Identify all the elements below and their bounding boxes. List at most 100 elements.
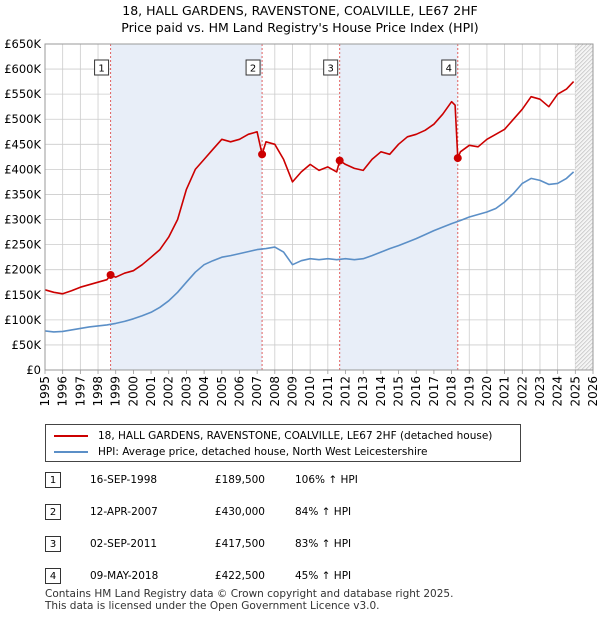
y-tick-label: £200K <box>4 263 41 277</box>
hatch-line <box>575 282 593 301</box>
legend-item-property: 18, HALL GARDENS, RAVENSTONE, COALVILLE,… <box>54 428 492 444</box>
hatch-line <box>575 122 593 141</box>
hatch-line <box>575 54 593 73</box>
hatch-line <box>575 130 593 149</box>
x-tick-label: 2014 <box>374 376 388 407</box>
hatch-line <box>575 70 593 89</box>
hatch-line <box>575 138 593 157</box>
hatch-line <box>575 150 593 169</box>
sale-row: 1 16-SEP-1998 £189,500 106% ↑ HPI <box>45 472 445 490</box>
hatch-line <box>575 78 593 97</box>
legend-label-hpi: HPI: Average price, detached house, Nort… <box>98 446 428 458</box>
sale-marker-label: 4 <box>446 64 452 75</box>
hatch-line <box>575 44 584 53</box>
sale-hpi-change: 106% ↑ HPI <box>295 474 358 486</box>
sale-point <box>258 150 267 159</box>
sale-date: 09-MAY-2018 <box>90 570 159 582</box>
sale-number-badge: 4 <box>45 568 61 584</box>
sale-date: 16-SEP-1998 <box>90 474 158 486</box>
y-tick-label: £150K <box>4 288 41 302</box>
hatch-line <box>575 50 593 69</box>
x-tick-label: 1998 <box>91 376 105 407</box>
legend: 18, HALL GARDENS, RAVENSTONE, COALVILLE,… <box>45 424 521 462</box>
x-tick-label: 2005 <box>215 376 229 407</box>
legend-swatch-hpi <box>54 451 88 453</box>
x-tick-label: 2020 <box>480 376 494 407</box>
hatch-line <box>575 338 593 357</box>
hatch-line <box>575 334 593 353</box>
sale-row: 2 12-APR-2007 £430,000 84% ↑ HPI <box>45 504 445 522</box>
legend-label-property: 18, HALL GARDENS, RAVENSTONE, COALVILLE,… <box>98 430 493 442</box>
hatch-line <box>575 242 593 261</box>
hatch-line <box>575 218 593 237</box>
y-tick-label: £100K <box>4 313 41 327</box>
hatch-line <box>575 110 593 129</box>
x-tick-label: 2016 <box>409 376 423 407</box>
hatch-line <box>575 214 593 233</box>
hatch-line <box>575 94 593 113</box>
hatch-line <box>575 74 593 93</box>
sale-date: 12-APR-2007 <box>90 506 158 518</box>
x-tick-label: 2022 <box>515 376 529 407</box>
x-axis-ticks: 1995 1996 1997 1998 1999 2000 2001 2002 2003 2004… <box>38 370 600 407</box>
x-tick-label: 1996 <box>56 376 70 407</box>
x-tick-label: 2000 <box>126 376 140 407</box>
x-tick-label: 2008 <box>268 376 282 407</box>
chart-title-line1: 18, HALL GARDENS, RAVENSTONE, COALVILLE,… <box>122 3 478 18</box>
hatch-line <box>575 314 593 333</box>
hatch-line <box>575 178 593 197</box>
y-tick-label: £250K <box>4 238 41 252</box>
sale-row: 3 02-SEP-2011 £417,500 83% ↑ HPI <box>45 536 445 554</box>
hatch-line <box>575 44 588 57</box>
hatch-line <box>575 230 593 249</box>
sale-hpi-change: 84% ↑ HPI <box>295 506 352 518</box>
hatch-line <box>575 294 593 313</box>
hatch-line <box>575 238 593 257</box>
hatch-line <box>575 182 593 201</box>
hatch-line <box>575 174 593 193</box>
sale-marker-label: 3 <box>327 64 333 75</box>
sale-point <box>453 154 462 163</box>
hatch-line <box>575 170 593 189</box>
y-tick-label: £450K <box>4 137 41 151</box>
hatch-line <box>575 262 593 281</box>
sale-point <box>335 156 344 165</box>
sale-marker-label: 2 <box>250 64 256 75</box>
x-tick-label: 2023 <box>533 376 547 407</box>
hatch-line <box>575 142 593 161</box>
hatch-line <box>575 246 593 265</box>
sale-number-badge: 1 <box>45 472 61 488</box>
x-tick-label: 2018 <box>445 376 459 407</box>
y-tick-label: £650K <box>4 37 41 51</box>
hatch-line <box>575 44 580 49</box>
hatch-line <box>575 286 593 305</box>
legend-swatch-property <box>54 435 88 437</box>
hatch-line <box>575 66 593 85</box>
x-tick-label: 2021 <box>498 376 512 407</box>
footer-line2: This data is licensed under the Open Gov… <box>45 599 380 612</box>
hatch-line <box>575 82 593 101</box>
hatch-line <box>575 202 593 221</box>
hatch-line <box>575 158 593 177</box>
footer: Contains HM Land Registry data © Crown c… <box>45 588 453 612</box>
hatch-line <box>575 58 593 77</box>
property-series-line <box>44 81 575 295</box>
x-tick-label: 2013 <box>356 376 370 407</box>
y-tick-label: £300K <box>4 213 41 227</box>
hatch-line <box>575 250 593 269</box>
sale-price: £422,500 <box>214 570 265 582</box>
hatch-line <box>575 310 593 329</box>
x-tick-label: 2002 <box>162 376 176 407</box>
hatch-line <box>575 226 593 245</box>
y-tick-label: £500K <box>4 112 41 126</box>
sale-period-band <box>339 44 458 370</box>
plot-frame <box>44 43 594 371</box>
x-tick-label: 2009 <box>285 376 299 407</box>
hatch-line <box>575 44 592 61</box>
y-tick-label: £400K <box>4 162 41 176</box>
hatch-line <box>575 198 593 217</box>
sale-period-band <box>110 44 263 370</box>
hatch-line <box>575 86 593 105</box>
sale-points <box>106 150 462 279</box>
hatch-line <box>575 318 593 337</box>
